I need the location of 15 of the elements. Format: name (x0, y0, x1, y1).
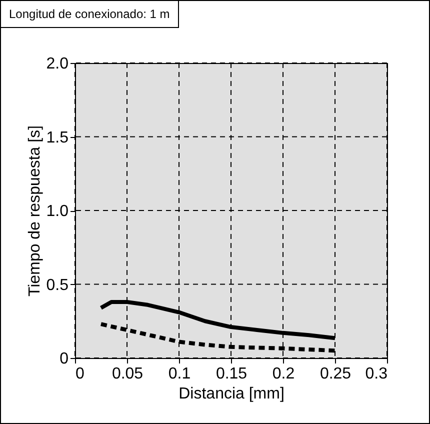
x-tick-label: 0.2 (272, 366, 295, 382)
x-tick-label: 0.1 (168, 366, 191, 382)
x-tick-label: 0.15 (216, 366, 248, 382)
text: Longitud de conexionado: 1 m (1, 1, 179, 28)
x-axis-title: Distancia [mm] (178, 386, 284, 402)
x-tick-label: 0.3 (365, 366, 388, 382)
y-axis-title: Tiempo de respuesta [s] (26, 125, 44, 297)
y-tick-label: 0.5 (46, 276, 69, 294)
y-tick-label: 2.0 (46, 56, 69, 72)
y-tick-label: 1.5 (46, 129, 69, 146)
x-tick-label: 0.25 (320, 366, 352, 382)
y-tick-label: 0 (60, 350, 69, 368)
x-tick-label: 0.05 (112, 366, 144, 382)
y-tick-label: 1.0 (46, 203, 69, 220)
x-tick-label: 0 (76, 366, 84, 382)
